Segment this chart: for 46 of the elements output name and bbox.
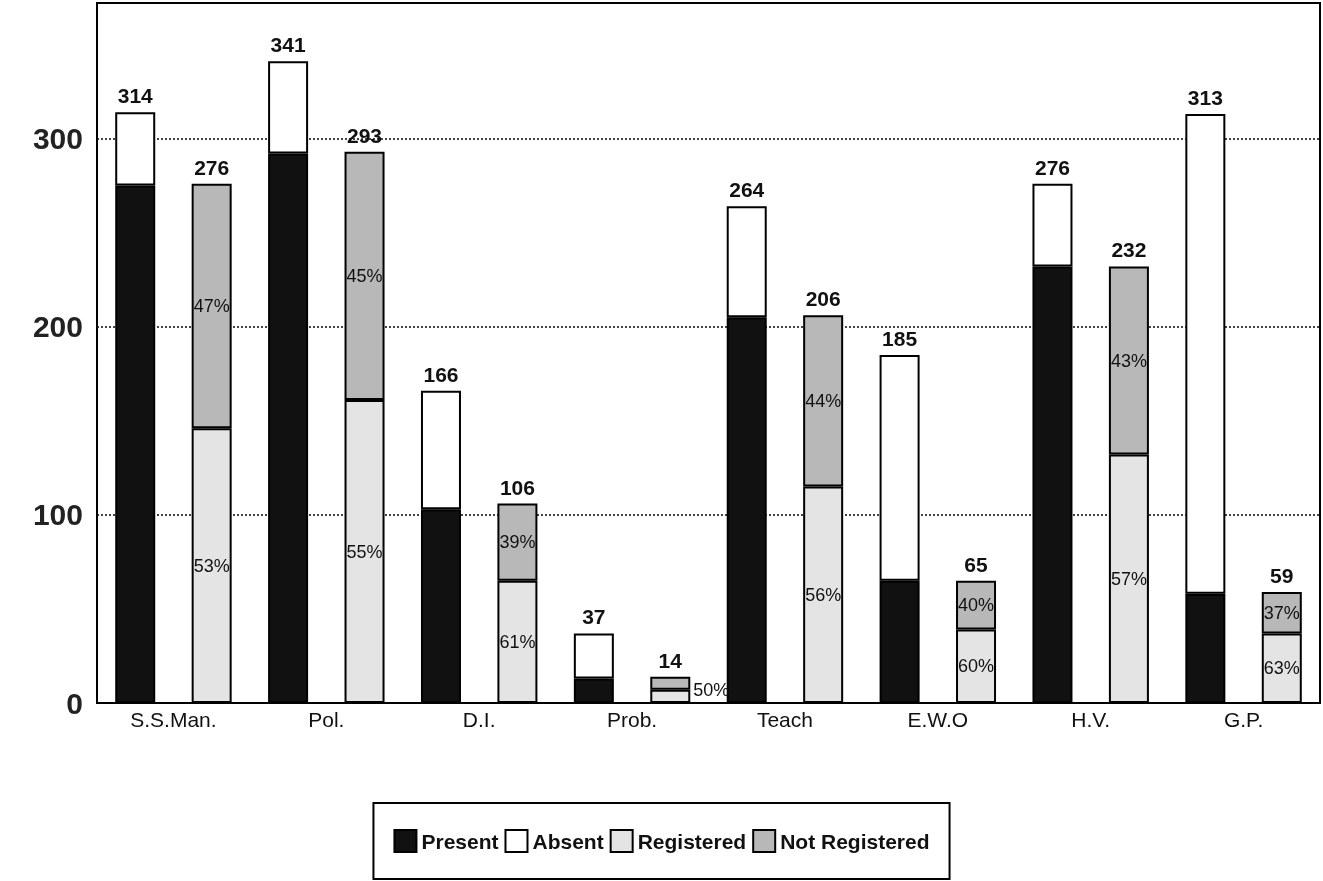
total-label: 264 <box>729 178 765 202</box>
total-label: 341 <box>270 33 306 57</box>
annotation: 60% <box>958 656 995 677</box>
total-label: 276 <box>194 155 230 179</box>
y-tick-label: 0 <box>66 686 83 720</box>
x-tick-label: S.S.Man. <box>130 708 217 731</box>
legend-label: Present <box>421 829 499 853</box>
annotation: 61% <box>499 631 536 652</box>
annotation: 57% <box>1110 568 1147 589</box>
annotation: 53% <box>193 555 230 576</box>
annotation: 39% <box>499 532 536 553</box>
total-label: 185 <box>882 326 918 350</box>
annotation: 47% <box>193 295 230 316</box>
y-tick-label: 200 <box>32 310 83 344</box>
x-tick-label: H.V. <box>1071 708 1111 731</box>
annotation: 55% <box>346 541 383 562</box>
total-label: 206 <box>805 287 841 311</box>
x-tick-label: G.P. <box>1223 708 1264 731</box>
annotation: 63% <box>1263 658 1300 679</box>
x-tick-label: E.W.O <box>907 708 969 731</box>
total-label: 14 <box>658 648 683 672</box>
total-label: 59 <box>1270 563 1294 587</box>
x-tick-label: Pol. <box>308 708 345 731</box>
total-label: 276 <box>1034 155 1070 179</box>
annotation: 37% <box>1263 602 1300 623</box>
annotation: 56% <box>805 584 842 605</box>
y-tick-label: 100 <box>32 498 83 532</box>
total-label: 232 <box>1111 238 1147 262</box>
total-label: 166 <box>423 362 459 386</box>
total-label: 314 <box>117 84 154 108</box>
x-tick-label: Prob. <box>606 708 658 731</box>
x-tick-label: D.I. <box>462 708 496 731</box>
total-label: 65 <box>964 552 989 576</box>
total-label: 37 <box>582 605 606 629</box>
annotation: 40% <box>958 595 995 616</box>
annotation: 45% <box>346 265 383 286</box>
total-label: 106 <box>499 475 535 499</box>
annotation: 43% <box>1110 350 1147 371</box>
legend-label: Not Registered <box>780 829 930 853</box>
total-label: 293 <box>347 123 383 147</box>
legend-label: Registered <box>637 829 747 853</box>
x-tick-label: Teach <box>756 708 813 731</box>
legend-label: Absent <box>532 829 604 853</box>
annotation: 44% <box>805 390 842 411</box>
y-tick-label: 300 <box>32 121 83 155</box>
total-label: 313 <box>1187 86 1223 110</box>
